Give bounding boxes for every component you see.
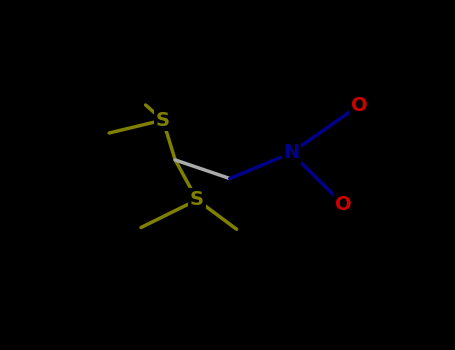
Text: O: O bbox=[351, 96, 368, 114]
Text: O: O bbox=[335, 195, 352, 214]
Text: S: S bbox=[156, 111, 170, 130]
Text: N: N bbox=[283, 144, 299, 162]
Text: S: S bbox=[190, 190, 204, 209]
